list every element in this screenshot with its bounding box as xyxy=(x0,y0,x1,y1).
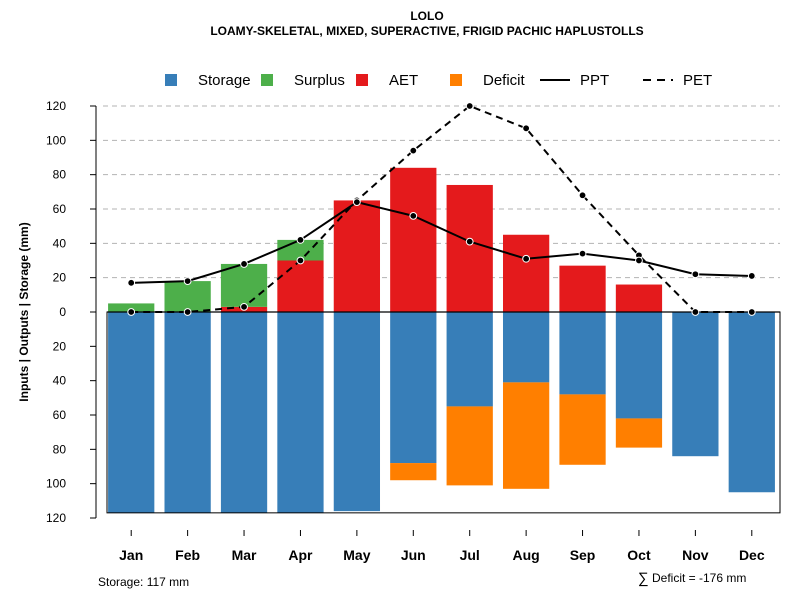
pet-point xyxy=(691,308,700,316)
bar-storage xyxy=(390,312,437,464)
bar-storage xyxy=(220,312,268,513)
legend-swatch-aet xyxy=(356,74,368,86)
bar-storage xyxy=(615,312,663,419)
pet-point xyxy=(127,308,136,316)
bar-storage xyxy=(277,312,324,513)
y-axis-title: Inputs | Outputs | Storage (mm) xyxy=(17,222,31,401)
chart-subtitle: LOAMY-SKELETAL, MIXED, SUPERACTIVE, FRIG… xyxy=(210,24,643,38)
y-tick-label: 20 xyxy=(53,271,67,285)
y-tick-label: 60 xyxy=(53,408,67,422)
bar-storage xyxy=(672,312,719,457)
y-tick-label: 40 xyxy=(53,236,67,250)
pet-point xyxy=(747,308,756,316)
ppt-point xyxy=(522,254,531,263)
legend-label-aet: AET xyxy=(389,72,418,89)
gridlines xyxy=(103,105,780,279)
y-tick-label: 80 xyxy=(53,168,67,182)
ppt-point xyxy=(465,237,474,246)
bar-storage xyxy=(333,312,381,512)
ppt-line xyxy=(131,201,752,284)
bar-deficit xyxy=(502,382,550,489)
deficit-sum-symbol: ∑ xyxy=(638,570,649,587)
ppt-point xyxy=(578,249,587,258)
bar-aet xyxy=(615,284,663,312)
legend-swatch-storage xyxy=(165,74,177,86)
ppt-point xyxy=(747,272,756,280)
ppt-point xyxy=(127,278,136,287)
legend-label-storage: Storage xyxy=(198,72,251,89)
legend-label-pet: PET xyxy=(683,72,712,89)
x-tick-label-sep: Sep xyxy=(570,547,596,563)
bar-surplus xyxy=(164,281,211,312)
bar-aet xyxy=(502,234,550,312)
bar-storage xyxy=(164,312,211,513)
x-tick-label-jun: Jun xyxy=(401,547,426,563)
pet-point xyxy=(240,302,248,311)
bar-storage xyxy=(502,312,550,383)
x-tick-label-dec: Dec xyxy=(739,547,765,563)
bar-storage xyxy=(446,312,493,407)
ppt-point xyxy=(409,211,418,220)
y-tick-label: 100 xyxy=(46,477,66,491)
x-tick-label-mar: Mar xyxy=(232,547,257,563)
bars-group xyxy=(108,167,775,513)
bar-storage xyxy=(108,312,155,513)
x-tick-label-jan: Jan xyxy=(119,547,143,563)
pet-point xyxy=(465,102,474,110)
pet-point xyxy=(409,146,418,155)
pet-point xyxy=(183,308,192,316)
ppt-point xyxy=(240,260,248,268)
y-tick-label: 40 xyxy=(53,374,67,388)
bar-deficit xyxy=(390,463,437,481)
bar-aet xyxy=(277,260,324,312)
legend-swatch-surplus xyxy=(261,74,273,86)
bar-aet xyxy=(446,184,493,312)
pet-point xyxy=(296,256,305,265)
bar-surplus xyxy=(108,303,155,312)
plot-frame xyxy=(106,311,781,514)
bar-aet xyxy=(559,265,606,312)
x-tick-label-oct: Oct xyxy=(627,547,651,563)
y-tick-label: 120 xyxy=(46,511,66,525)
y-tick-label: 120 xyxy=(46,99,66,113)
x-tick-label-nov: Nov xyxy=(682,547,709,563)
bar-storage xyxy=(559,312,606,395)
storage-note: Storage: 117 mm xyxy=(98,575,189,589)
pet-point xyxy=(522,124,531,133)
deficit-note: Deficit = -176 mm xyxy=(652,571,746,585)
y-tick-label: 80 xyxy=(53,442,67,456)
y-axis: 120 100 80 60 40 20 0 20 40 60 80 100 120 xyxy=(46,99,97,525)
legend-label-ppt: PPT xyxy=(580,72,609,89)
pet-point xyxy=(578,191,587,200)
legend-label-deficit: Deficit xyxy=(483,72,526,89)
x-tick-label-apr: Apr xyxy=(288,547,313,563)
x-tick-label-may: May xyxy=(343,547,370,563)
legend-label-surplus: Surplus xyxy=(294,72,345,89)
chart-title: LOLO xyxy=(410,9,443,23)
x-tick-label-jul: Jul xyxy=(460,547,480,563)
ppt-point xyxy=(296,236,305,244)
chart-legend: Storage Surplus AET Deficit PPT PET xyxy=(165,72,712,89)
y-tick-label: 100 xyxy=(46,133,66,147)
bar-surplus xyxy=(220,263,268,307)
lines-group xyxy=(127,102,756,316)
bar-deficit xyxy=(559,394,606,465)
y-tick-label: 60 xyxy=(53,202,67,216)
bar-aet xyxy=(390,167,437,312)
legend-swatch-deficit xyxy=(450,74,462,86)
ppt-point xyxy=(183,277,192,286)
bar-storage xyxy=(728,312,775,493)
x-tick-label-aug: Aug xyxy=(513,547,540,563)
x-axis: Jan Feb Mar Apr May Jun Jul Aug Sep Oct Nov Dec xyxy=(119,530,765,563)
y-tick-label: 0 xyxy=(59,305,66,319)
ppt-point xyxy=(635,256,643,265)
bar-deficit xyxy=(446,406,493,486)
bar-deficit xyxy=(615,418,663,448)
bar-aet xyxy=(333,200,381,312)
ppt-point xyxy=(352,198,361,207)
ppt-point xyxy=(691,270,700,279)
y-tick-label: 20 xyxy=(53,339,67,353)
x-tick-label-feb: Feb xyxy=(175,547,200,563)
